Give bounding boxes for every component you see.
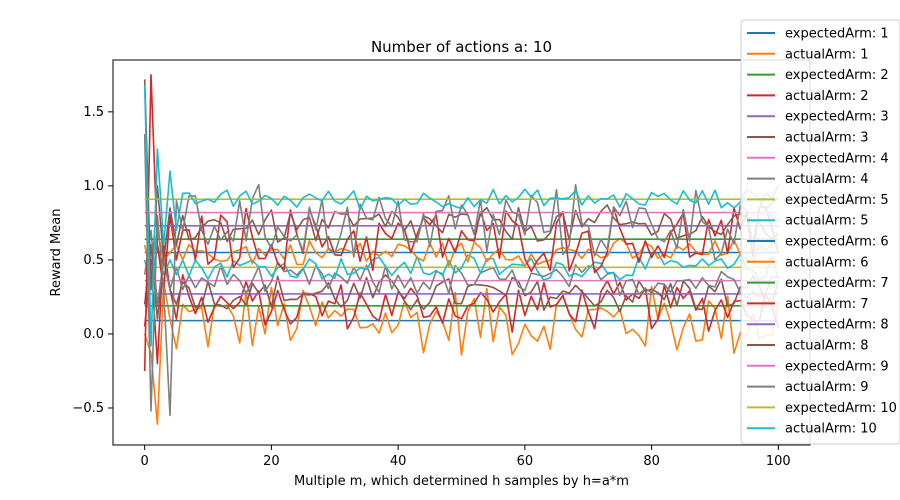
legend-label: actualArm: 10 (785, 422, 877, 437)
legend-label: expectedArm: 7 (785, 276, 889, 291)
legend-label: actualArm: 8 (785, 339, 868, 354)
plot-area (143, 74, 780, 426)
legend-label: expectedArm: 2 (785, 68, 889, 83)
legend-label: expectedArm: 5 (785, 193, 889, 208)
legend-label: actualArm: 5 (785, 214, 868, 229)
legend: expectedArm: 1 actualArm: 1 expectedArm: 2… (740, 19, 900, 445)
series-line-16 (143, 79, 779, 291)
legend-label: expectedArm: 8 (785, 318, 889, 333)
x-tick-label: 40 (390, 454, 407, 469)
y-tick-label: 1.5 (83, 105, 104, 120)
x-tick-label: 80 (643, 454, 660, 469)
legend-label: expectedArm: 9 (785, 359, 889, 374)
legend-label: expectedArm: 1 (785, 27, 889, 42)
y-axis: −0.5 0.0 0.5 1.0 1.5 (72, 105, 113, 416)
series-line-12 (143, 229, 779, 276)
series-line-18 (143, 133, 780, 417)
x-tick-label: 20 (263, 454, 280, 469)
legend-label: actualArm: 2 (785, 89, 868, 104)
x-tick-label: 60 (517, 454, 534, 469)
legend-label: expectedArm: 3 (785, 110, 889, 125)
legend-label: actualArm: 6 (785, 255, 868, 270)
legend-label: actualArm: 3 (785, 131, 868, 146)
legend-label: expectedArm: 10 (785, 401, 897, 416)
x-axis-label: Multiple m, which determined h samples b… (294, 474, 629, 489)
legend-label: expectedArm: 4 (785, 151, 889, 166)
legend-label: expectedArm: 6 (785, 235, 889, 250)
series-line-2 (143, 281, 780, 426)
legend-label: actualArm: 7 (785, 297, 868, 312)
y-tick-label: 1.0 (83, 179, 104, 194)
x-axis: 0 20 40 60 80 100 (141, 445, 791, 469)
series-line-6 (143, 244, 780, 320)
series-line-10 (143, 244, 780, 291)
chart-title: Number of actions a: 10 (371, 38, 552, 56)
y-tick-label: 0.0 (83, 327, 104, 342)
series-line-8 (143, 229, 779, 306)
legend-label: actualArm: 9 (785, 380, 868, 395)
legend-label: actualArm: 4 (785, 172, 868, 187)
legend-box (740, 19, 900, 445)
x-tick-label: 0 (141, 454, 149, 469)
series-line-14 (143, 74, 780, 372)
series-line-20 (143, 85, 779, 347)
x-tick-label: 100 (766, 454, 791, 469)
legend-label: actualArm: 1 (785, 47, 868, 62)
y-tick-label: 0.5 (83, 253, 104, 268)
y-tick-label: −0.5 (72, 401, 104, 416)
y-axis-label: Reward Mean (49, 209, 64, 297)
